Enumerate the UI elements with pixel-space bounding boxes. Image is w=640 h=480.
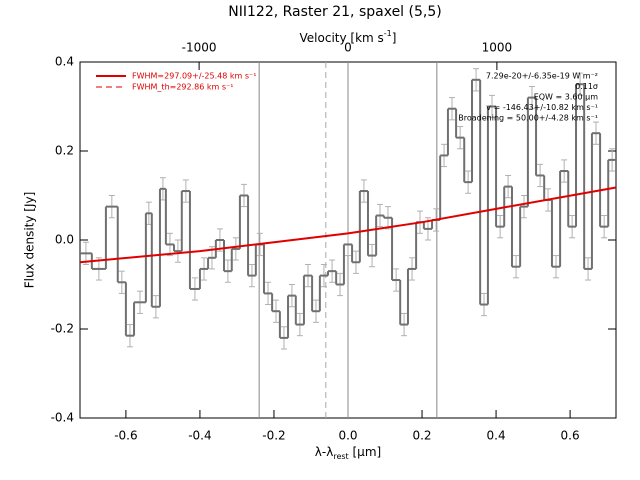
x2-tick-label: -1000 [182,41,217,55]
legend-label: FWHM_th=292.86 km s⁻¹ [132,83,233,92]
x-tick-label: 0.0 [338,429,357,443]
annotation: 7.29e-20+/-6.35e-19 W m⁻² [486,72,598,81]
y-tick-label: -0.2 [51,322,74,336]
x-tick-label: -0.4 [188,429,211,443]
annotation: v = -146.43+/-10.82 km s⁻¹ [486,103,598,112]
x2-tick-label: 0 [344,41,352,55]
x-tick-label: -0.6 [114,429,137,443]
x-tick-label: -0.2 [262,429,285,443]
x-tick-label: 0.2 [412,429,431,443]
x-tick-label: 0.4 [487,429,506,443]
y-tick-label: 0.4 [55,55,74,69]
annotation: EQW = 3.60 μm [534,93,598,102]
fit-line [79,186,617,264]
x2-axis-label: Velocity [km s-1] [300,29,397,45]
y-tick-label: 0.0 [55,233,74,247]
x-tick-label: 0.6 [561,429,580,443]
x2-tick-label: 1000 [482,41,513,55]
annotation: Broadening = 50.00+/-4.28 km s⁻¹ [458,114,598,123]
x-axis-label: λ-λrest [μm] [315,445,381,461]
annotation: 0.11σ [575,82,598,91]
chart-title: NII122, Raster 21, spaxel (5,5) [228,4,441,20]
legend-label: FWHM=297.09+/-25.48 km s⁻¹ [132,72,256,81]
y-axis-label: Flux density [Jy] [23,192,37,289]
y-tick-label: 0.2 [55,144,74,158]
y-tick-label: -0.4 [51,411,74,425]
